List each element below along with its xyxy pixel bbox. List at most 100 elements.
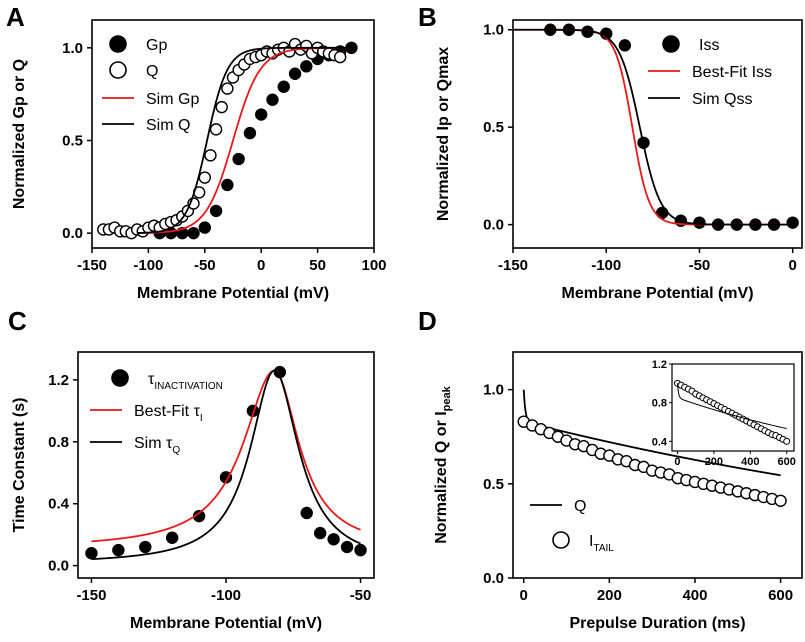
x-axis-title: Membrane Potential (mV) bbox=[130, 615, 322, 632]
y-tick-label: 0.5 bbox=[62, 132, 83, 149]
inset-x-tick-label: 0 bbox=[674, 456, 680, 468]
data-point bbox=[215, 100, 228, 114]
y-axis-title: Normalized Q or Ipeak bbox=[433, 385, 453, 543]
x-tick-label: -100 bbox=[133, 257, 163, 274]
x-tick-label: 600 bbox=[768, 587, 793, 604]
series-line-3 bbox=[137, 46, 352, 234]
data-point bbox=[204, 149, 217, 162]
inset-y-tick-label: 1.2 bbox=[652, 359, 667, 371]
legend-label-2: Sim Gp bbox=[146, 91, 199, 108]
data-point bbox=[243, 126, 257, 140]
x-axis-title: Membrane Potential (mV) bbox=[137, 285, 329, 302]
panel-letter-c: C bbox=[8, 306, 27, 336]
legend-label-1-subscript: TAIL bbox=[593, 543, 614, 554]
data-point bbox=[112, 543, 125, 557]
data-point bbox=[165, 531, 179, 544]
legend-label-2-main: Sim τ bbox=[134, 435, 173, 452]
data-point bbox=[618, 39, 632, 52]
data-point bbox=[266, 93, 279, 106]
inset-x-tick-label: 400 bbox=[741, 456, 759, 468]
y-axis-title-main: Normalized Q or I bbox=[433, 411, 450, 543]
inset-y-tick-label: 0.8 bbox=[652, 398, 667, 410]
legend-label-1-main: I bbox=[589, 533, 593, 550]
panel-a-chart: -150 -100 -50 0 50 100 0.0 0.5 1.0 Membrane Poten… bbox=[11, 19, 387, 302]
x-tick-label: -100 bbox=[211, 587, 241, 604]
legend-label-3: Sim Q bbox=[146, 117, 190, 134]
y-tick-label: 1.2 bbox=[48, 372, 69, 389]
data-point bbox=[693, 216, 706, 229]
x-tick-label: -100 bbox=[591, 257, 621, 274]
x-tick-label: -50 bbox=[194, 257, 216, 274]
data-point bbox=[333, 50, 347, 64]
legend-label-2: Sim τQ bbox=[134, 435, 180, 456]
plot-frame bbox=[512, 351, 803, 579]
y-tick-label: 1.0 bbox=[62, 40, 83, 57]
panel-d-inset: 0 200 400 600 0.4 0.8 1.2 bbox=[652, 359, 796, 468]
data-point bbox=[198, 171, 212, 184]
y-tick-label: 0.5 bbox=[483, 476, 504, 493]
legend-label-1: Best-Fit Iss bbox=[692, 64, 772, 81]
x-tick-label: 0 bbox=[789, 257, 797, 274]
y-tick-label: 0.5 bbox=[483, 119, 504, 136]
legend-marker-swatch bbox=[111, 369, 129, 387]
panel-b-chart: -150 -100 -50 0 0.0 0.5 1.0 Membrane Potential … bbox=[435, 19, 803, 302]
legend-marker-swatch bbox=[109, 61, 127, 79]
legend: τINACTIVATION Best-Fit τI Sim τQ bbox=[90, 369, 223, 456]
legend-marker-swatch bbox=[109, 35, 127, 53]
y-axis-title-main: Normalized Gp or Q bbox=[11, 59, 28, 209]
legend-marker-swatch bbox=[662, 35, 680, 53]
y-axis-title-main: Time Constant (s) bbox=[11, 398, 28, 533]
data-point bbox=[340, 540, 354, 554]
legend-label-1-main: Best-Fit τ bbox=[134, 403, 201, 420]
data-point bbox=[221, 178, 234, 192]
series-line-2 bbox=[513, 28, 793, 226]
x-tick-label: 400 bbox=[682, 587, 707, 604]
panel-letter-d: D bbox=[418, 306, 437, 336]
plot-frame bbox=[91, 19, 375, 249]
legend-label-0: τINACTIVATION bbox=[148, 371, 223, 392]
legend-label-2: Sim Qss bbox=[692, 91, 752, 108]
y-axis-title: Normalized Ip or Qmax bbox=[435, 47, 452, 221]
data-point bbox=[774, 494, 787, 507]
y-axis-title: Time Constant (s) bbox=[11, 398, 28, 533]
legend-label-0: Iss bbox=[699, 37, 719, 54]
y-tick-label: 1.0 bbox=[483, 382, 504, 399]
legend: Gp Q Sim Gp Sim Q bbox=[102, 35, 199, 134]
inset-x-tick-label: 200 bbox=[705, 456, 723, 468]
y-tick-label: 0.0 bbox=[62, 225, 83, 242]
series-line-0 bbox=[522, 389, 781, 477]
legend-label-0-subscript: INACTIVATION bbox=[154, 381, 223, 392]
x-tick-label: 0 bbox=[257, 257, 265, 274]
y-tick-label: 0.8 bbox=[48, 434, 69, 451]
x-tick-label: 200 bbox=[597, 587, 622, 604]
legend: Q ITAIL bbox=[530, 498, 614, 554]
data-point bbox=[354, 543, 367, 557]
x-tick-label: 0 bbox=[520, 587, 528, 604]
series-line-1 bbox=[91, 369, 361, 543]
data-point bbox=[187, 226, 200, 240]
data-point bbox=[232, 152, 245, 166]
legend-label-2-subscript: Q bbox=[172, 445, 180, 456]
x-tick-label: -50 bbox=[350, 587, 372, 604]
x-axis-title: Prepulse Duration (ms) bbox=[569, 615, 745, 632]
series-line-2 bbox=[137, 46, 352, 234]
y-axis-title-main: Normalized Ip or Qmax bbox=[435, 47, 452, 221]
data-point bbox=[209, 204, 223, 218]
panel-letter-a: A bbox=[6, 2, 25, 32]
legend-label-1: Q bbox=[146, 63, 158, 80]
data-point bbox=[255, 108, 268, 121]
x-tick-label: 100 bbox=[361, 257, 386, 274]
data-point bbox=[277, 80, 290, 93]
legend-label-1: ITAIL bbox=[589, 533, 614, 554]
panel-letter-b: B bbox=[418, 2, 437, 32]
data-point bbox=[85, 547, 98, 560]
y-tick-label: 0.4 bbox=[48, 496, 70, 513]
y-axis-title-subscript: peak bbox=[441, 385, 453, 411]
legend-label-0-main: τ bbox=[148, 371, 155, 388]
data-point bbox=[786, 216, 799, 229]
y-tick-label: 0.0 bbox=[483, 217, 504, 234]
panel-d-chart: 0 200 400 600 0.0 0.5 1.0 Prepulse Duration (ms… bbox=[433, 351, 803, 632]
data-point bbox=[313, 526, 327, 540]
y-axis-title: Normalized Gp or Q bbox=[11, 59, 28, 209]
